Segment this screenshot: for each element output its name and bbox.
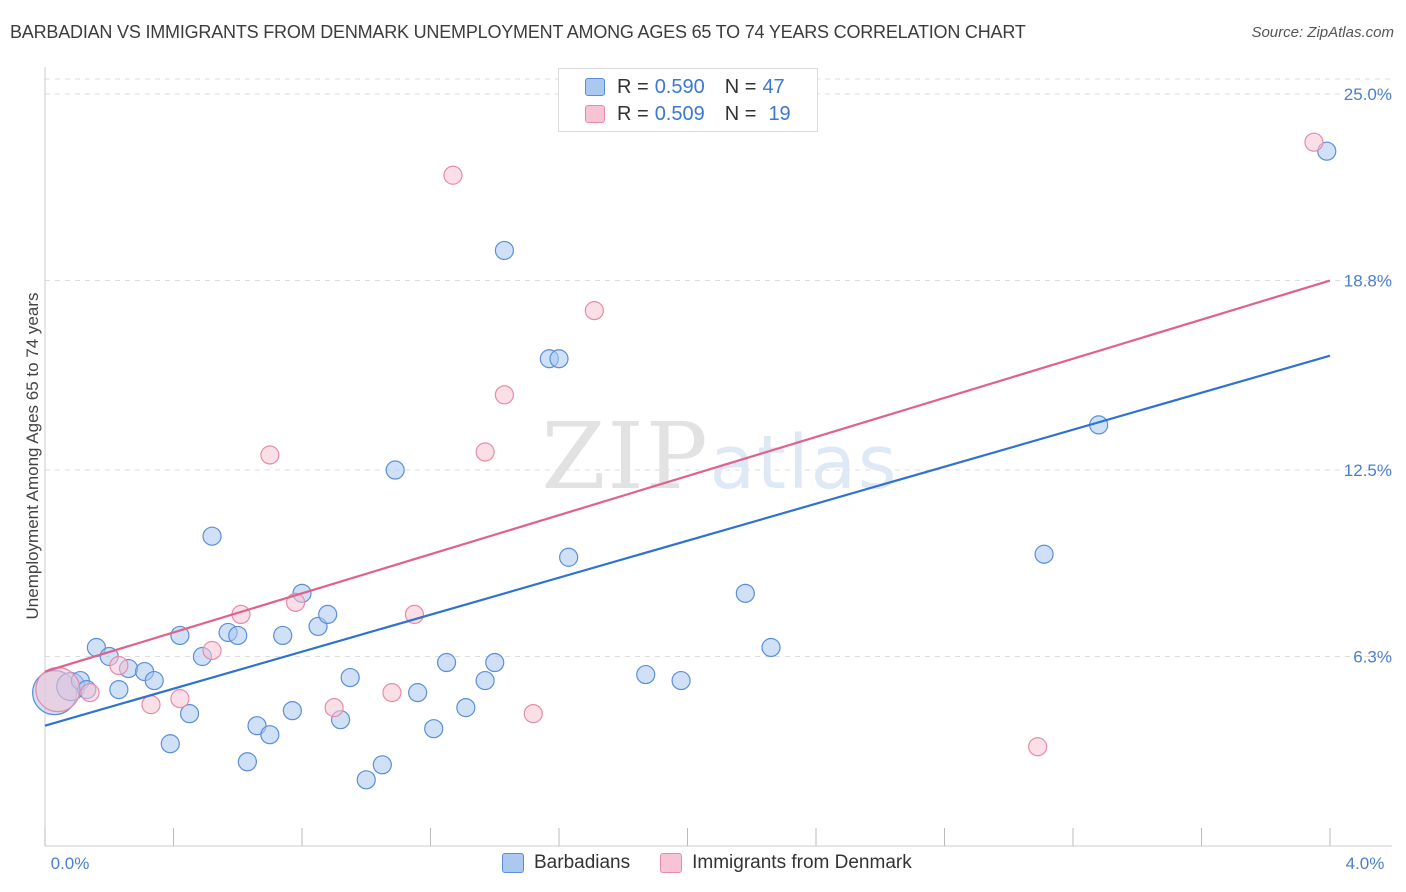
n-label: N = <box>724 102 757 125</box>
barbadians-point <box>475 670 495 691</box>
stats-legend: R = 0.590 N = 47 R = 0.509 N = 19 <box>558 68 818 132</box>
barbadians-swatch <box>585 78 605 96</box>
denmark-point <box>1304 132 1324 152</box>
barbadians-point <box>273 625 293 646</box>
legend-item-denmark[interactable]: Immigrants from Denmark <box>660 852 912 874</box>
y-tick-label: 12.5% <box>1344 461 1392 480</box>
n-label: N = <box>724 75 757 98</box>
barbadians-point <box>372 755 392 775</box>
legend-label-barbadians: Barbadians <box>534 852 631 873</box>
barbadians-point <box>1034 544 1054 564</box>
chart-source: Source: ZipAtlas.com <box>1251 24 1394 41</box>
r-label: R = <box>617 75 649 98</box>
denmark-point <box>109 655 129 676</box>
y-tick-label: 6.3% <box>1353 648 1392 667</box>
denmark-point <box>523 704 543 724</box>
denmark-point <box>80 683 100 703</box>
tick-labels: 6.3% 12.5% 18.8% 25.0% 0.0% 4.0% <box>51 85 1392 873</box>
legend-label-denmark: Immigrants from Denmark <box>692 852 912 873</box>
barbadians-point <box>144 670 164 691</box>
barbadians-point <box>318 604 338 625</box>
trend-lines <box>44 279 1331 727</box>
barbadians-point <box>260 725 280 745</box>
denmark-point <box>475 442 495 462</box>
barbadians-point <box>385 460 405 480</box>
barbadians-point <box>549 349 569 369</box>
series-legend: Barbadians Immigrants from Denmark <box>502 852 942 874</box>
y-axis-title: Unemployment Among Ages 65 to 74 years <box>23 293 42 620</box>
barbadians-point <box>761 637 781 658</box>
chart-title: BARBADIAN VS IMMIGRANTS FROM DENMARK UNE… <box>10 22 1026 42</box>
barbadians-point <box>408 683 428 703</box>
barbadians-point <box>202 526 222 546</box>
r-label: R = <box>617 102 649 125</box>
axes <box>44 67 1392 847</box>
denmark-point <box>494 385 514 405</box>
barbadians-point <box>228 625 248 646</box>
denmark-point <box>285 592 306 612</box>
denmark-legend-swatch <box>660 853 683 873</box>
barbadians-point <box>160 734 180 754</box>
barbadians-point <box>340 667 360 688</box>
y-tick-label: 25.0% <box>1344 85 1392 104</box>
stats-row-denmark: R = 0.509 N = 19 <box>585 101 791 127</box>
y-tick-label: 18.8% <box>1344 272 1392 291</box>
barbadians-point <box>356 770 376 790</box>
n-value: 19 <box>768 102 791 125</box>
barbadians-point <box>671 670 691 691</box>
denmark-point <box>170 689 190 709</box>
barbadians-point <box>485 652 505 673</box>
x-tick-label: 0.0% <box>51 854 90 873</box>
barbadians-point <box>494 240 514 261</box>
n-value: 47 <box>762 75 785 98</box>
barbadians-legend-swatch <box>502 853 524 873</box>
barbadians-trend-line <box>44 354 1331 727</box>
legend-item-barbadians[interactable]: Barbadians <box>502 852 630 874</box>
barbadians-point <box>436 652 457 673</box>
barbadians-point <box>456 698 476 718</box>
barbadians-point <box>424 719 444 739</box>
denmark-point <box>260 445 280 465</box>
denmark-point <box>443 165 463 185</box>
barbadians-point <box>237 752 257 772</box>
grid-lines <box>45 78 1392 658</box>
denmark-point <box>584 301 604 321</box>
watermark: ZIPatlas <box>542 403 899 510</box>
denmark-point <box>141 695 161 715</box>
barbadians-point <box>282 701 302 721</box>
denmark-point <box>1028 737 1048 757</box>
barbadians-point <box>636 664 656 685</box>
denmark-point <box>35 666 81 713</box>
r-value: 0.590 <box>654 75 705 98</box>
x-tick-label: 4.0% <box>1346 854 1385 873</box>
barbadians-point <box>735 583 755 603</box>
denmark-point <box>202 640 222 661</box>
denmark-swatch <box>585 105 605 123</box>
denmark-point <box>382 683 402 703</box>
barbadians-point <box>179 704 200 724</box>
r-value: 0.509 <box>654 102 705 125</box>
barbadians-point <box>559 547 579 567</box>
data-points <box>32 132 1337 790</box>
denmark-point <box>324 698 344 718</box>
stats-row-barbadians: R = 0.590 N = 47 <box>585 74 785 100</box>
denmark-trend-line <box>44 279 1331 673</box>
barbadians-point <box>109 679 129 700</box>
